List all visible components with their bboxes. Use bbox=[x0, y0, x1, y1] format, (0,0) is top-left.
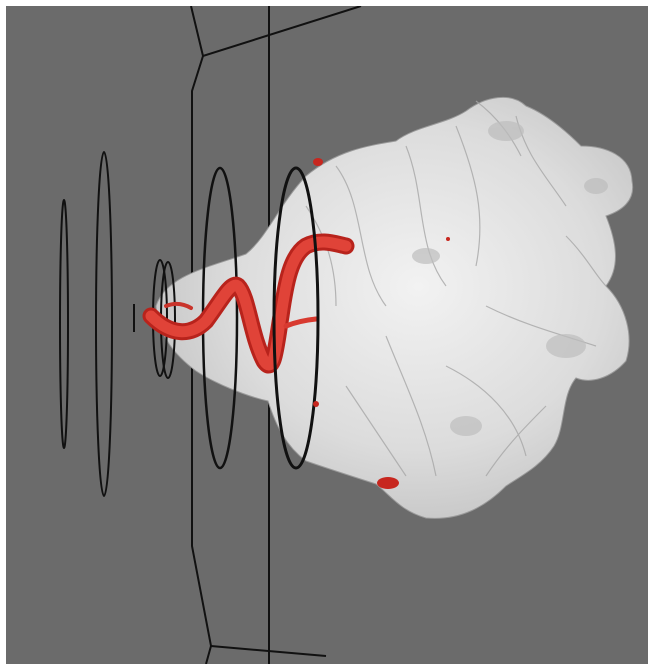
tumor-body bbox=[155, 96, 634, 519]
vessel-fragments bbox=[313, 158, 450, 489]
ring-outline bbox=[59, 199, 69, 449]
ring-outline bbox=[95, 151, 113, 497]
front-ring-outline bbox=[272, 166, 320, 470]
render-viewport bbox=[6, 6, 648, 664]
rendered-tumor-surface bbox=[155, 96, 634, 519]
3d-render-canvas bbox=[6, 6, 648, 664]
tortuous-vessel bbox=[142, 233, 355, 374]
